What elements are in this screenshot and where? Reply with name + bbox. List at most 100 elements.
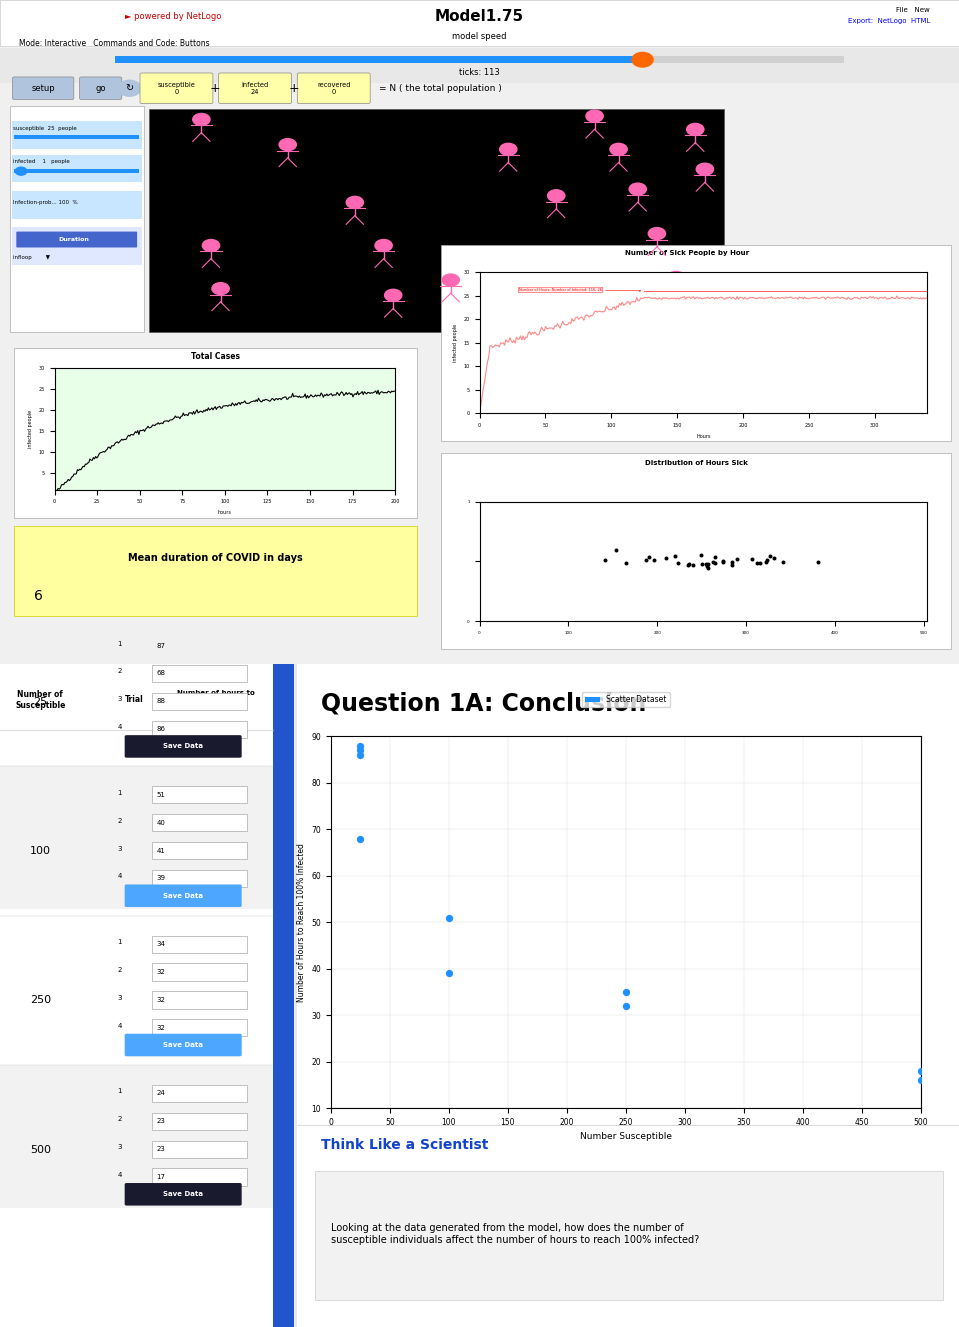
FancyBboxPatch shape [152, 1019, 247, 1036]
Text: ↻: ↻ [126, 84, 133, 93]
Text: 1: 1 [118, 641, 122, 646]
FancyBboxPatch shape [152, 936, 247, 953]
Text: 88: 88 [156, 698, 165, 705]
Text: 6: 6 [34, 589, 42, 602]
FancyBboxPatch shape [297, 73, 370, 104]
FancyBboxPatch shape [80, 77, 122, 100]
Text: infected
24: infected 24 [242, 82, 269, 94]
Circle shape [118, 80, 141, 97]
Text: 39: 39 [156, 876, 165, 881]
Circle shape [385, 289, 402, 301]
Text: 2: 2 [118, 1116, 122, 1123]
Text: Total Cases: Total Cases [191, 352, 241, 361]
Text: Save Data: Save Data [163, 743, 203, 750]
FancyBboxPatch shape [12, 121, 142, 149]
FancyBboxPatch shape [140, 73, 213, 104]
FancyBboxPatch shape [12, 227, 142, 265]
Text: 3: 3 [118, 697, 122, 702]
FancyBboxPatch shape [152, 637, 247, 654]
Text: Question 1A: Conclusion: Question 1A: Conclusion [321, 691, 646, 715]
Text: Distribution of Hours Sick: Distribution of Hours Sick [644, 460, 748, 466]
Circle shape [687, 123, 704, 135]
FancyBboxPatch shape [125, 1184, 242, 1205]
Circle shape [632, 52, 653, 68]
Text: 4: 4 [118, 1023, 122, 1028]
FancyBboxPatch shape [152, 813, 247, 831]
Text: 3: 3 [118, 995, 122, 1001]
Text: ► powered by NetLogo: ► powered by NetLogo [125, 12, 221, 21]
Circle shape [572, 296, 589, 308]
Circle shape [667, 271, 685, 283]
FancyBboxPatch shape [12, 77, 74, 100]
FancyBboxPatch shape [0, 664, 959, 1327]
Text: 2: 2 [118, 817, 122, 824]
Text: 3: 3 [118, 845, 122, 852]
FancyBboxPatch shape [0, 664, 278, 1327]
FancyBboxPatch shape [0, 0, 959, 664]
Text: Think Like a Scientist: Think Like a Scientist [321, 1137, 489, 1152]
Text: Number of hours to
reach 100%
infected: Number of hours to reach 100% infected [176, 690, 255, 710]
FancyBboxPatch shape [125, 1034, 242, 1056]
Text: Infection-prob... 100  %: Infection-prob... 100 % [13, 200, 78, 204]
Text: Save Data: Save Data [163, 1042, 203, 1048]
Circle shape [279, 138, 296, 151]
Circle shape [610, 143, 627, 155]
Text: setup: setup [32, 84, 55, 93]
FancyBboxPatch shape [152, 1141, 247, 1157]
Text: 68: 68 [156, 670, 165, 677]
FancyBboxPatch shape [0, 916, 273, 1059]
FancyBboxPatch shape [125, 884, 242, 908]
FancyBboxPatch shape [152, 871, 247, 888]
Text: 34: 34 [156, 941, 165, 947]
Text: model speed: model speed [453, 32, 506, 41]
Text: 100: 100 [30, 845, 51, 856]
Circle shape [202, 239, 220, 252]
FancyBboxPatch shape [14, 169, 139, 173]
Circle shape [212, 283, 229, 295]
Text: ticks: 113: ticks: 113 [459, 69, 500, 77]
FancyBboxPatch shape [152, 991, 247, 1009]
FancyBboxPatch shape [152, 1112, 247, 1131]
Text: 3: 3 [118, 1144, 122, 1151]
Text: Save Data: Save Data [163, 893, 203, 898]
Circle shape [548, 190, 565, 202]
Circle shape [648, 227, 666, 239]
FancyBboxPatch shape [315, 1170, 943, 1300]
Text: 4: 4 [118, 1172, 122, 1178]
Text: 250: 250 [30, 995, 51, 1006]
Text: 23: 23 [156, 1119, 165, 1124]
Circle shape [346, 196, 363, 208]
FancyBboxPatch shape [0, 1064, 273, 1208]
FancyBboxPatch shape [115, 56, 844, 62]
FancyBboxPatch shape [0, 617, 273, 759]
Text: Model1.75: Model1.75 [435, 9, 524, 24]
Circle shape [442, 273, 459, 285]
Text: +: + [288, 82, 299, 94]
FancyBboxPatch shape [219, 73, 292, 104]
Text: 87: 87 [156, 642, 165, 649]
FancyBboxPatch shape [152, 1085, 247, 1101]
Circle shape [500, 143, 517, 155]
Text: 24: 24 [156, 1091, 165, 1096]
Text: Trial: Trial [125, 695, 144, 705]
Text: Number of
Susceptible: Number of Susceptible [15, 690, 65, 710]
FancyBboxPatch shape [0, 0, 959, 46]
FancyBboxPatch shape [152, 721, 247, 738]
FancyBboxPatch shape [10, 106, 144, 332]
FancyBboxPatch shape [152, 963, 247, 981]
FancyBboxPatch shape [14, 349, 417, 518]
Text: 32: 32 [156, 969, 165, 975]
Text: Mean duration of COVID in days: Mean duration of COVID in days [129, 552, 303, 563]
Text: go: go [96, 84, 105, 93]
Text: susceptible
0: susceptible 0 [157, 82, 196, 94]
FancyBboxPatch shape [152, 786, 247, 804]
Text: 51: 51 [156, 792, 165, 798]
Text: 500: 500 [30, 1144, 51, 1154]
Text: 86: 86 [156, 726, 165, 733]
Circle shape [375, 239, 392, 252]
FancyBboxPatch shape [14, 525, 417, 616]
Text: 1: 1 [118, 940, 122, 945]
FancyBboxPatch shape [441, 453, 951, 649]
FancyBboxPatch shape [152, 843, 247, 860]
Text: 32: 32 [156, 1024, 165, 1031]
